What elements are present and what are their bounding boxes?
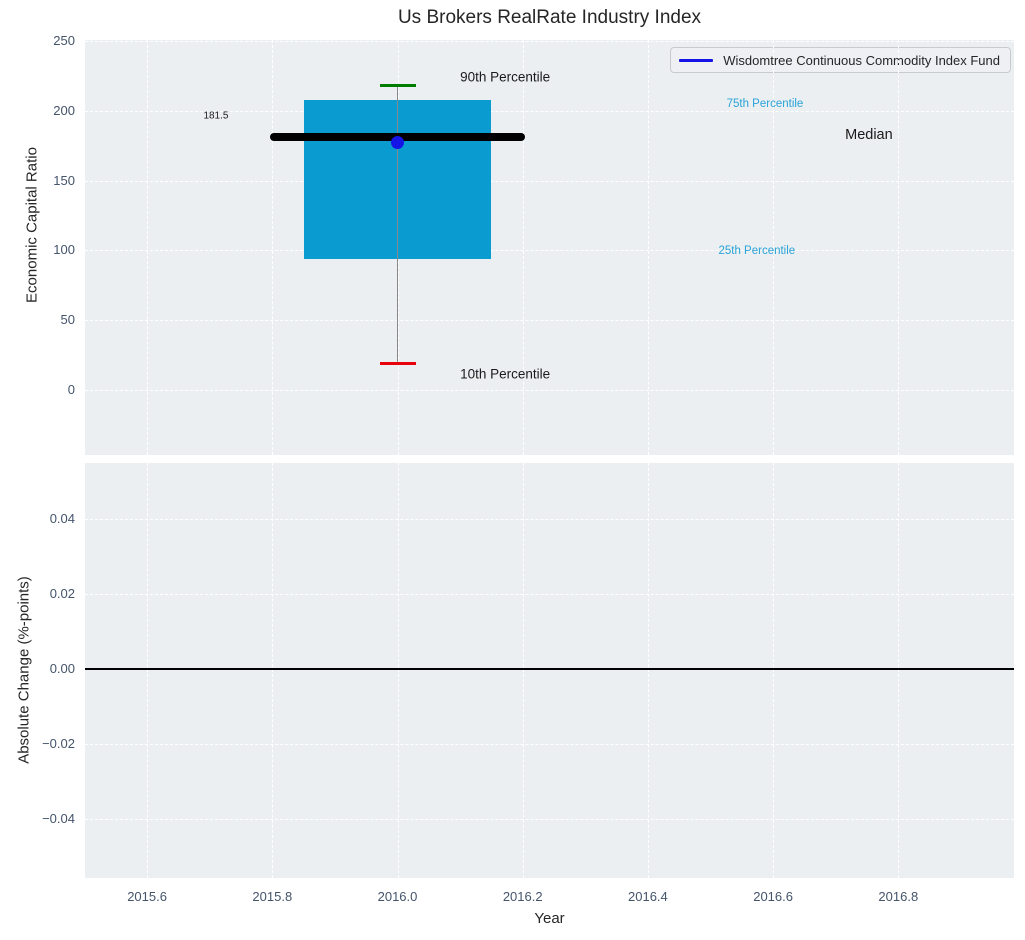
x-tick-label: 2016.6: [753, 889, 793, 904]
p10-label: 10th Percentile: [460, 366, 551, 382]
median-label: Median: [845, 126, 893, 143]
y-tick-label: −0.04: [42, 811, 75, 827]
gridline-vertical: [147, 463, 149, 878]
gridline-horizontal: [85, 744, 1014, 746]
gridline-horizontal: [85, 180, 1014, 182]
gridline-vertical: [898, 40, 900, 455]
p25-label: 25th Percentile: [718, 244, 796, 257]
y-tick-label: 0.02: [49, 585, 75, 601]
x-tick-label: 2015.6: [127, 889, 167, 904]
gridline-vertical: [147, 40, 149, 455]
y-tick-label: 50: [60, 312, 75, 328]
gridline-vertical: [647, 40, 649, 455]
y-tick-label: 0: [67, 382, 75, 398]
top-y-axis-label: Economic Capital Ratio: [23, 147, 41, 303]
gridline-vertical: [647, 463, 649, 878]
x-axis-label: Year: [534, 910, 565, 927]
gridline-vertical: [773, 463, 775, 878]
x-tick-label: 2016.4: [628, 889, 668, 904]
gridline-horizontal: [85, 110, 1014, 112]
legend: Wisdomtree Continuous Commodity Index Fu…: [670, 47, 1011, 73]
y-tick-label: 250: [53, 32, 75, 48]
x-tick-label: 2016.2: [502, 889, 543, 904]
p90-label: 90th Percentile: [460, 69, 551, 85]
zero-line: [85, 668, 1014, 670]
legend-label: Wisdomtree Continuous Commodity Index Fu…: [723, 52, 1000, 68]
gridline-vertical: [272, 40, 274, 455]
y-tick-label: 0.00: [49, 660, 75, 676]
gridline-horizontal: [85, 250, 1014, 252]
gridline-vertical: [522, 463, 524, 878]
x-tick-label: 2016.0: [377, 889, 418, 904]
gridline-vertical: [397, 463, 399, 878]
chart-title: Us Brokers RealRate Industry Index: [397, 7, 702, 28]
gridline-horizontal: [85, 819, 1014, 821]
gridline-horizontal: [85, 518, 1014, 520]
y-tick-label: 0.04: [49, 510, 75, 526]
whisker-cap-10th: [379, 362, 416, 365]
company-value-marker: [391, 136, 404, 150]
x-tick-label: 2016.8: [878, 889, 919, 904]
gridline-horizontal: [85, 40, 1014, 42]
gridline-horizontal: [85, 390, 1014, 392]
bottom-plot-area: [85, 463, 1014, 878]
gridline-horizontal: [85, 593, 1014, 595]
gridline-vertical: [898, 463, 900, 878]
gridline-vertical: [773, 40, 775, 455]
legend-line-swatch: [679, 58, 714, 62]
x-tick-label: 2015.8: [252, 889, 293, 904]
gridline-horizontal: [85, 320, 1014, 322]
median-value: 181.5: [203, 110, 229, 122]
boxplot-whisker: [396, 85, 399, 364]
y-tick-label: 150: [53, 172, 75, 188]
p75-label: 75th Percentile: [726, 97, 804, 110]
y-tick-label: 200: [53, 102, 75, 118]
y-tick-label: 100: [53, 242, 75, 258]
whisker-cap-90th: [379, 84, 416, 88]
gridline-vertical: [272, 463, 274, 878]
y-tick-label: −0.02: [42, 736, 75, 752]
gridline-vertical: [522, 40, 524, 455]
top-plot-area: Wisdomtree Continuous Commodity Index Fu…: [85, 40, 1014, 455]
